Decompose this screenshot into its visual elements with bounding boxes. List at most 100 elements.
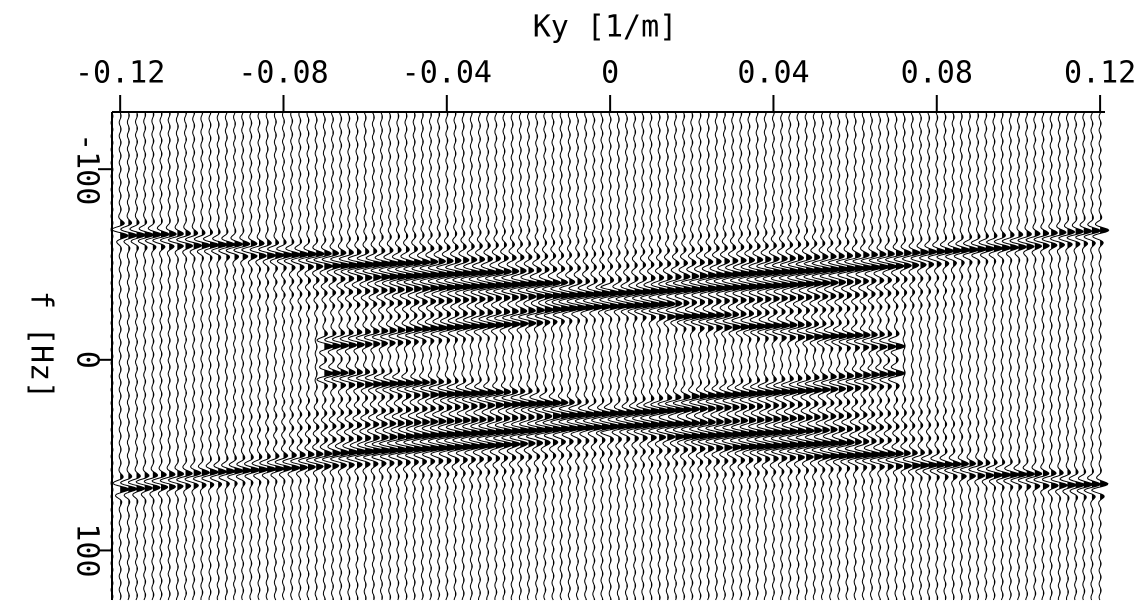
x-tick-label: 0 [601, 56, 619, 91]
trace [460, 111, 483, 600]
trace [762, 111, 785, 601]
trace [500, 111, 524, 601]
trace [778, 111, 802, 601]
trace [582, 111, 605, 601]
trace [786, 111, 809, 601]
trace [452, 111, 475, 601]
trace [566, 111, 589, 601]
trace [1049, 111, 1068, 601]
trace [1058, 111, 1077, 601]
trace-fill [144, 112, 154, 600]
x-tick-label: 0.12 [1064, 56, 1136, 91]
trace [209, 111, 228, 601]
trace-fill [160, 112, 169, 600]
trace-fill [1051, 112, 1059, 600]
trace [411, 111, 434, 601]
trace [860, 111, 883, 601]
trace [918, 111, 939, 601]
trace [746, 111, 769, 600]
trace-fill [185, 112, 193, 600]
y-axis-title: f [Hz] [24, 291, 59, 399]
trace [986, 111, 1004, 601]
trace [558, 111, 581, 601]
trace-fill [544, 112, 556, 600]
trace [274, 111, 294, 601]
x-axis-title: Ky [1/m] [533, 10, 678, 45]
trace [1041, 111, 1059, 600]
trace [803, 111, 826, 601]
x-tick-label: 0.04 [737, 56, 809, 91]
trace [632, 111, 654, 601]
trace [713, 111, 736, 601]
trace [387, 111, 409, 601]
trace [1017, 111, 1036, 601]
trace [370, 111, 393, 601]
trace-fill [1059, 112, 1068, 600]
trace [976, 111, 996, 601]
trace [893, 112, 913, 601]
trace [143, 111, 162, 601]
trace [795, 111, 818, 601]
trace [1075, 111, 1094, 601]
trace [225, 111, 244, 601]
trace [672, 111, 695, 601]
trace [936, 111, 955, 601]
trace [927, 111, 947, 601]
trace [884, 111, 906, 601]
trace [167, 111, 185, 601]
trace [266, 111, 285, 601]
trace-fill [953, 112, 962, 600]
trace [354, 111, 377, 601]
trace [910, 111, 930, 601]
trace [811, 111, 834, 601]
trace [968, 111, 988, 601]
trace [754, 112, 777, 601]
trace [541, 111, 564, 601]
trace [852, 111, 875, 601]
trace-fill [1026, 112, 1035, 600]
trace-fill [814, 112, 825, 600]
trace [615, 111, 638, 600]
trace [135, 111, 155, 601]
trace [249, 111, 269, 601]
trace [192, 111, 212, 601]
trace [151, 111, 170, 601]
trace [362, 111, 385, 601]
trace [468, 112, 491, 600]
x-tick-label: -0.08 [238, 56, 328, 91]
trace-fill [830, 112, 841, 600]
trace [827, 111, 850, 601]
trace [737, 111, 760, 601]
y-tick-label: -100 [70, 133, 105, 205]
trace [721, 111, 744, 601]
trace [419, 111, 442, 601]
trace [868, 111, 891, 601]
trace [313, 111, 334, 601]
trace [444, 111, 466, 601]
trace [574, 111, 597, 601]
trace [346, 111, 368, 601]
trace [1066, 111, 1086, 601]
trace [656, 111, 679, 601]
trace-fill [1018, 112, 1027, 600]
trace-fill [536, 112, 547, 600]
trace [241, 111, 261, 601]
trace [689, 111, 711, 601]
trace [201, 111, 220, 601]
trace-fill [1100, 112, 1109, 600]
trace [127, 111, 147, 601]
x-tick-label: -0.04 [402, 56, 492, 91]
trace [297, 111, 318, 601]
trace [664, 111, 687, 601]
trace [290, 111, 310, 601]
trace [476, 111, 499, 601]
trace [1033, 111, 1050, 600]
trace-fill [1010, 112, 1019, 600]
trace-fill [969, 112, 979, 600]
trace [1009, 111, 1028, 601]
trace [485, 111, 507, 601]
trace [993, 111, 1012, 601]
trace [282, 111, 302, 601]
